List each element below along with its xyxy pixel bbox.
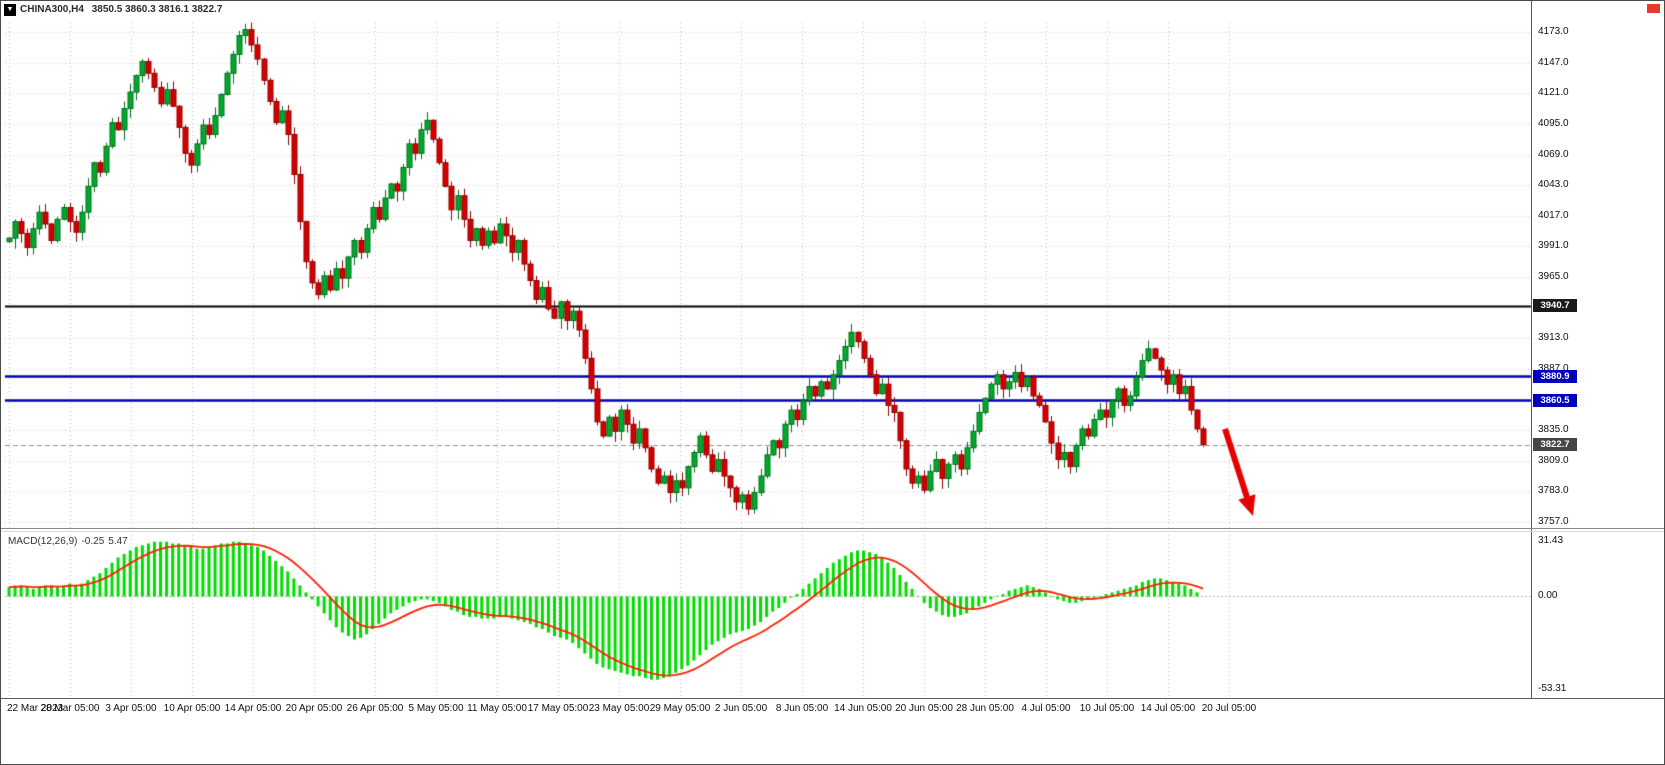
time-axis-separator: [1, 698, 1664, 699]
price-tick-label: 4069.0: [1538, 148, 1569, 160]
price-level-badge: 3940.7: [1533, 299, 1577, 313]
date-tick-label: 28 Mar 05:00: [40, 703, 100, 714]
time-axis[interactable]: 22 Mar 2023 28 Mar 05:00 3 Apr 05:00 10 Apr…: [1, 699, 1664, 719]
price-tick-label: 3809.0: [1538, 454, 1569, 466]
price-tick-label: 3991.0: [1538, 240, 1569, 252]
date-tick-label: 29 May 05:00: [649, 703, 711, 714]
chart-expander-icon[interactable]: ▼: [4, 4, 16, 16]
panel-splitter[interactable]: [1, 528, 1664, 532]
price-level-badge: 3860.5: [1533, 393, 1577, 407]
price-tick-label: 3783.0: [1538, 485, 1569, 497]
price-tick-label: 4147.0: [1538, 56, 1569, 68]
price-tick-label: 3835.0: [1538, 424, 1569, 436]
ohlc-values: 3850.5 3860.3 3816.1 3822.7: [91, 4, 223, 15]
price-tick-label: 4173.0: [1538, 26, 1569, 37]
price-tick-label: 4017.0: [1538, 209, 1569, 221]
price-tick-label: 3757.0: [1538, 516, 1569, 527]
price-tick-label: 4043.0: [1538, 179, 1569, 191]
symbol-timeframe-label: CHINA300,H4: [20, 4, 84, 15]
macd-name: MACD(12,26,9): [8, 536, 78, 547]
date-tick-label: 14 Apr 05:00: [224, 703, 282, 714]
price-tick-label: 4121.0: [1538, 87, 1569, 99]
date-tick-label: 20 Jun 05:00: [895, 703, 953, 714]
price-level-badge: 3822.7: [1533, 438, 1577, 452]
date-tick-label: 10 Apr 05:00: [163, 703, 221, 714]
date-tick-label: 28 Jun 05:00: [956, 703, 1014, 714]
date-tick-label: 17 May 05:00: [527, 703, 589, 714]
date-tick-label: 20 Apr 05:00: [285, 703, 343, 714]
price-tick-label: 4095.0: [1538, 117, 1569, 129]
macd-tick-label: -53.31: [1538, 683, 1567, 694]
date-tick-label: 2 Jun 05:00: [714, 703, 768, 714]
macd-signal-value: 5.47: [108, 536, 128, 547]
date-tick-label: 22 Mar 2023: [7, 703, 64, 714]
date-tick-label: 26 Apr 05:00: [346, 703, 404, 714]
chart-title: CHINA300,H4 3850.5 3860.3 3816.1 3822.7: [20, 4, 222, 15]
macd-tick-label: 31.43: [1538, 535, 1564, 546]
date-tick-label: 4 Jul 05:00: [1021, 703, 1071, 714]
price-tick-label: 3965.0: [1538, 271, 1569, 282]
date-tick-label: 20 Jul 05:00: [1201, 703, 1257, 714]
date-tick-label: 3 Apr 05:00: [105, 703, 157, 714]
date-tick-label: 11 May 05:00: [467, 703, 527, 714]
price-axis[interactable]: 4173.0 4147.0 4121.0 4095.0 4069.0 4043.0 4017…: [1532, 1, 1664, 699]
macd-axis[interactable]: 31.43 0.00 -53.31: [1532, 529, 1664, 699]
date-tick-label: 14 Jul 05:00: [1140, 703, 1196, 714]
price-level-badge: 3880.9: [1533, 369, 1577, 383]
date-tick-label: 5 May 05:00: [408, 703, 464, 714]
date-tick-label: 14 Jun 05:00: [834, 703, 892, 714]
corner-marker: [1647, 4, 1660, 13]
date-tick-label: 23 May 05:00: [588, 703, 650, 714]
date-tick-label: 10 Jul 05:00: [1079, 703, 1135, 714]
macd-indicator-label: MACD(12,26,9) -0.25 5.47: [8, 536, 132, 547]
macd-tick-label: 0.00: [1538, 589, 1558, 601]
price-tick-label: 3887.0: [1538, 362, 1569, 374]
price-axis-separator: [1531, 1, 1532, 699]
price-tick-label: 3913.0: [1538, 332, 1569, 344]
macd-main-value: -0.25: [81, 536, 105, 547]
date-tick-label: 8 Jun 05:00: [775, 703, 829, 714]
